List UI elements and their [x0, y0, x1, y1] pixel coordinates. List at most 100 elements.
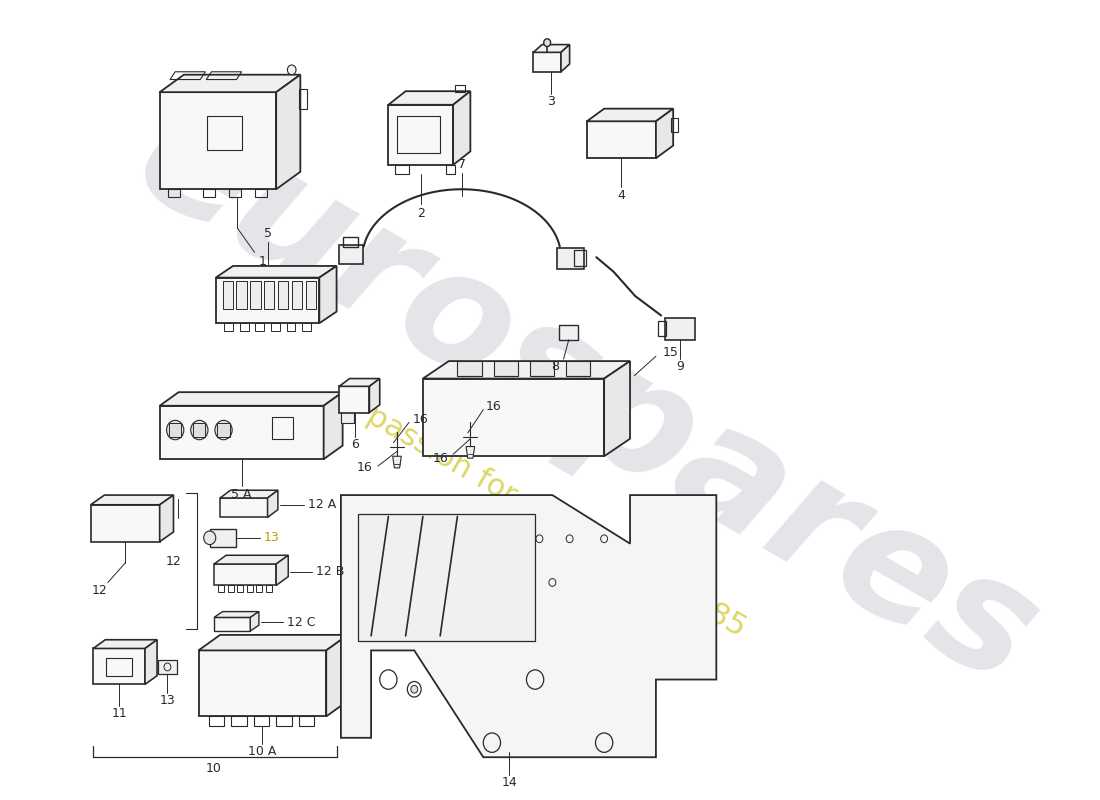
Polygon shape: [604, 361, 630, 456]
Text: 13: 13: [160, 694, 175, 707]
Polygon shape: [319, 266, 337, 323]
Polygon shape: [214, 555, 288, 564]
Circle shape: [410, 686, 418, 693]
Bar: [255, 323, 264, 331]
Polygon shape: [214, 618, 251, 631]
Bar: [272, 418, 294, 438]
Bar: [254, 717, 270, 726]
Bar: [298, 717, 315, 726]
Polygon shape: [534, 52, 561, 72]
Text: 1: 1: [258, 255, 267, 268]
Text: 9: 9: [676, 361, 684, 374]
Text: 5: 5: [264, 227, 272, 241]
Polygon shape: [422, 378, 604, 456]
Polygon shape: [160, 74, 300, 92]
Bar: [292, 282, 302, 309]
Bar: [395, 165, 409, 174]
Polygon shape: [198, 635, 348, 650]
Bar: [224, 323, 233, 331]
Bar: [286, 323, 295, 331]
Circle shape: [190, 420, 208, 440]
Bar: [341, 402, 354, 423]
Polygon shape: [160, 92, 276, 190]
Bar: [207, 117, 242, 150]
Bar: [266, 586, 272, 592]
Bar: [194, 423, 206, 437]
Text: 15: 15: [663, 346, 679, 359]
Text: a passion for parts since 1985: a passion for parts since 1985: [337, 386, 750, 642]
Bar: [209, 717, 224, 726]
Text: 12: 12: [165, 554, 182, 567]
Polygon shape: [393, 456, 402, 468]
Bar: [168, 190, 180, 197]
Bar: [298, 90, 307, 109]
Bar: [107, 658, 132, 676]
Text: 16: 16: [358, 462, 373, 474]
Bar: [240, 323, 249, 331]
Bar: [228, 586, 234, 592]
Text: 2: 2: [417, 207, 425, 220]
Polygon shape: [388, 91, 471, 105]
Circle shape: [214, 420, 232, 440]
Polygon shape: [160, 392, 342, 406]
Bar: [219, 586, 224, 592]
Bar: [574, 250, 586, 266]
Polygon shape: [561, 45, 570, 72]
Polygon shape: [94, 649, 145, 685]
Bar: [229, 190, 241, 197]
Bar: [254, 190, 266, 197]
Polygon shape: [220, 498, 267, 518]
Polygon shape: [587, 122, 656, 158]
Text: 10: 10: [206, 762, 222, 775]
Circle shape: [287, 65, 296, 74]
Bar: [559, 325, 579, 340]
Text: 7: 7: [458, 158, 465, 171]
Text: 6: 6: [351, 438, 359, 451]
Polygon shape: [214, 611, 258, 618]
Text: 5 A: 5 A: [231, 488, 252, 501]
Bar: [246, 586, 253, 592]
Text: 12 B: 12 B: [316, 566, 344, 578]
Polygon shape: [494, 361, 518, 376]
Polygon shape: [216, 266, 337, 278]
Polygon shape: [160, 406, 323, 459]
Polygon shape: [339, 386, 370, 413]
Polygon shape: [566, 361, 591, 376]
Bar: [397, 117, 440, 154]
Polygon shape: [198, 650, 327, 717]
Text: 10 A: 10 A: [249, 745, 276, 758]
Bar: [447, 165, 454, 174]
Polygon shape: [94, 640, 157, 649]
Polygon shape: [359, 514, 535, 641]
Text: 16: 16: [412, 413, 428, 426]
Polygon shape: [90, 495, 174, 505]
Polygon shape: [458, 361, 482, 376]
Bar: [231, 717, 246, 726]
Bar: [264, 282, 274, 309]
Bar: [218, 423, 230, 437]
Polygon shape: [276, 555, 288, 586]
Text: 8: 8: [551, 361, 559, 374]
Polygon shape: [220, 490, 278, 498]
Bar: [557, 247, 584, 269]
Text: 12 C: 12 C: [286, 616, 315, 629]
Text: 13: 13: [263, 531, 279, 544]
Text: 14: 14: [502, 776, 517, 789]
Polygon shape: [323, 392, 342, 459]
Polygon shape: [466, 446, 475, 458]
Polygon shape: [276, 74, 300, 190]
Bar: [302, 323, 310, 331]
Circle shape: [166, 420, 184, 440]
Text: 4: 4: [617, 189, 625, 202]
Bar: [222, 282, 233, 309]
Bar: [169, 423, 182, 437]
Polygon shape: [388, 105, 453, 165]
Text: 16: 16: [486, 400, 502, 414]
Bar: [671, 118, 679, 132]
Bar: [158, 660, 177, 674]
Polygon shape: [214, 564, 276, 586]
Polygon shape: [453, 91, 471, 165]
Polygon shape: [90, 505, 160, 542]
Polygon shape: [656, 109, 673, 158]
Bar: [658, 322, 667, 336]
